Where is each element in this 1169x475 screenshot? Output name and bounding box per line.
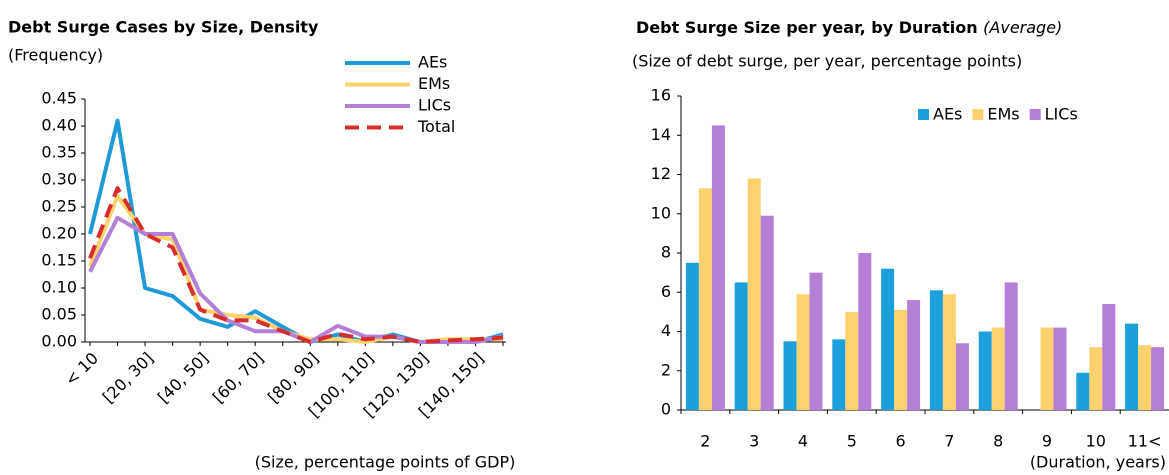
y-tick-label: 4 xyxy=(661,321,671,340)
y-tick-label: 0 xyxy=(661,400,671,419)
x-axis-title: (Duration, years) xyxy=(1030,453,1166,472)
legend-label: AEs xyxy=(418,53,447,72)
legend-swatch xyxy=(1029,109,1041,120)
y-tick-label: 0.25 xyxy=(41,197,77,216)
bar xyxy=(991,327,1005,410)
y-tick-label: 0.45 xyxy=(41,89,77,108)
y-tick-label: 0.35 xyxy=(41,143,77,162)
bar xyxy=(978,331,992,410)
bar xyxy=(747,178,761,410)
chart-subtitle: (Size of debt surge, per year, percentag… xyxy=(632,52,1022,71)
bar xyxy=(942,294,956,410)
x-tick-label: [20, 30] xyxy=(99,349,157,407)
x-tick-label: 10 xyxy=(1086,432,1106,451)
bar xyxy=(1125,323,1139,410)
bar xyxy=(796,294,810,410)
y-tick-label: 0.20 xyxy=(41,224,77,243)
y-tick-label: 8 xyxy=(661,243,671,262)
bar xyxy=(809,272,823,410)
title-suffix: (Average) xyxy=(983,18,1062,37)
x-tick-label: 11< xyxy=(1128,432,1162,451)
x-tick-label: < 10 xyxy=(61,349,102,390)
y-tick-label: 2 xyxy=(661,360,671,379)
bar xyxy=(845,311,859,410)
legend-label: LICs xyxy=(418,96,451,115)
y-tick-label: 0.30 xyxy=(41,170,77,189)
x-tick-label: 2 xyxy=(700,432,710,451)
y-tick-label: 6 xyxy=(661,282,671,301)
legend-swatch xyxy=(918,109,929,120)
chart-title: Debt Surge Size per year, by Duration (A… xyxy=(636,18,1062,37)
bar xyxy=(734,282,748,410)
bar xyxy=(1089,347,1103,410)
bar xyxy=(783,341,797,410)
legend-label: EMs xyxy=(418,74,450,93)
bar xyxy=(711,125,725,410)
bar xyxy=(907,300,921,410)
series-line xyxy=(88,186,504,344)
bar xyxy=(881,268,895,410)
y-tick-label: 0.40 xyxy=(41,116,77,135)
title-main: Debt Surge Size per year, by Duration xyxy=(636,18,978,37)
bar xyxy=(955,343,969,410)
bar xyxy=(1040,327,1054,410)
x-tick-label: 7 xyxy=(944,432,954,451)
bar xyxy=(760,215,774,410)
bar xyxy=(1004,282,1018,410)
bar xyxy=(1053,327,1067,410)
bar xyxy=(894,309,908,410)
x-tick-label: 3 xyxy=(749,432,759,451)
series-line xyxy=(88,118,504,344)
legend-label: LICs xyxy=(1045,105,1078,124)
y-tick-label: 10 xyxy=(651,203,671,222)
x-axis-title: (Size, percentage points of GDP) xyxy=(255,453,516,472)
x-tick-label: 8 xyxy=(993,432,1003,451)
x-tick-label: 9 xyxy=(1042,432,1052,451)
bar xyxy=(1076,372,1090,410)
y-tick-label: 0.15 xyxy=(41,251,77,270)
bar xyxy=(685,262,699,410)
legend-label: EMs xyxy=(987,105,1019,124)
bar xyxy=(1151,347,1165,410)
legend-label: Total xyxy=(417,117,455,136)
y-tick-label: 0.10 xyxy=(41,278,77,297)
y-tick-label: 0.00 xyxy=(41,332,77,351)
bar xyxy=(1138,345,1152,410)
bar xyxy=(698,188,712,410)
x-tick-label: 6 xyxy=(896,432,906,451)
bar xyxy=(1102,304,1116,410)
legend-swatch xyxy=(972,109,984,120)
bar xyxy=(832,339,846,410)
bar xyxy=(929,290,943,410)
chart-subtitle: (Frequency) xyxy=(8,46,103,65)
x-tick-label: [40, 50] xyxy=(154,349,212,407)
y-tick-label: 0.05 xyxy=(41,305,77,324)
series-line xyxy=(88,194,503,344)
x-tick-label: [60, 70] xyxy=(209,349,267,407)
bar xyxy=(858,253,872,410)
y-tick-label: 12 xyxy=(651,164,671,183)
chart-title: Debt Surge Cases by Size, Density xyxy=(8,18,319,37)
y-tick-label: 16 xyxy=(651,86,671,105)
x-tick-label: 4 xyxy=(798,432,808,451)
x-tick-label: 5 xyxy=(847,432,857,451)
legend-label: AEs xyxy=(933,105,962,124)
y-tick-label: 14 xyxy=(651,125,671,144)
